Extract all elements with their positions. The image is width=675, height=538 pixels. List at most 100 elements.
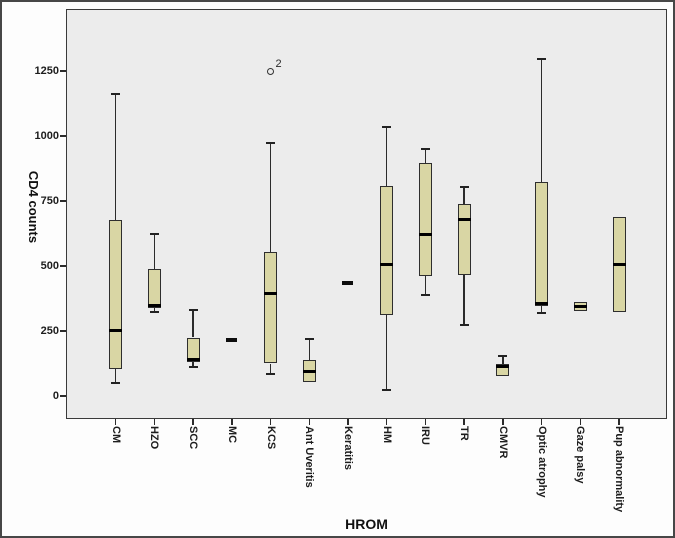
lower-whisker: [385, 314, 388, 390]
y-tick-mark: [60, 395, 66, 397]
x-tick-label: Gaze palsy: [574, 426, 587, 484]
lower-whisker: [269, 363, 272, 374]
lower-whisker-cap: [149, 310, 159, 313]
lower-whisker: [463, 275, 465, 325]
x-tick-label: Keratitis: [341, 426, 354, 471]
y-axis-title: CD4 counts: [26, 170, 41, 244]
median-line: [109, 328, 123, 332]
upper-whisker-cap: [382, 125, 392, 128]
upper-whisker-cap: [188, 309, 198, 312]
x-tick-mark: [424, 419, 427, 425]
iqr-box: [380, 186, 394, 315]
median-dash: [226, 338, 238, 342]
x-tick-label: MC: [225, 426, 238, 444]
x-tick-label: HM: [380, 426, 393, 444]
lower-whisker-cap: [537, 311, 547, 314]
outlier-marker: [267, 67, 275, 75]
y-tick-label: 750: [40, 195, 59, 207]
iqr-box: [186, 337, 200, 363]
upper-whisker: [114, 94, 117, 221]
upper-whisker-cap: [420, 148, 430, 150]
median-line: [380, 262, 394, 266]
upper-whisker-cap: [111, 93, 121, 96]
median-line: [612, 263, 626, 267]
x-axis-title: HROM: [345, 516, 388, 532]
x-tick-label: CM: [109, 426, 122, 444]
y-tick-mark: [60, 200, 66, 202]
x-tick-mark: [192, 419, 194, 425]
lower-whisker-cap: [420, 293, 430, 296]
upper-whisker: [424, 149, 427, 164]
y-tick-label: 500: [40, 260, 59, 272]
x-tick-mark: [579, 419, 582, 425]
iqr-box: [535, 182, 549, 307]
median-line: [186, 358, 200, 362]
upper-whisker: [385, 126, 388, 187]
upper-whisker: [192, 310, 194, 338]
lower-whisker-cap: [188, 366, 198, 369]
outlier-case-label: 2: [275, 58, 282, 70]
iqr-box: [457, 203, 471, 276]
x-tick-mark: [385, 419, 388, 425]
upper-whisker-cap: [498, 354, 508, 357]
y-tick-label: 250: [40, 325, 59, 337]
y-tick-mark: [60, 70, 66, 72]
lower-whisker: [540, 306, 543, 313]
upper-whisker: [502, 355, 504, 365]
y-tick-label: 1250: [34, 65, 59, 77]
x-tick-mark: [269, 419, 272, 425]
x-tick-mark: [618, 419, 620, 425]
x-tick-mark: [231, 419, 233, 425]
y-tick-mark: [60, 135, 66, 137]
median-line: [302, 369, 316, 373]
iqr-box: [418, 163, 432, 277]
plot-area: [66, 9, 667, 419]
x-tick-mark: [540, 419, 543, 425]
x-tick-label: Ant Uveritis: [303, 426, 316, 488]
y-tick-mark: [60, 265, 66, 267]
x-tick-mark: [502, 419, 504, 425]
lower-whisker: [424, 276, 427, 295]
lower-whisker-cap: [111, 382, 121, 384]
x-tick-label: Pup abnormality: [613, 426, 626, 513]
iqr-box: [109, 220, 123, 369]
upper-whisker: [540, 59, 543, 183]
upper-whisker-cap: [304, 337, 314, 340]
upper-whisker: [269, 142, 272, 252]
upper-whisker: [308, 338, 310, 360]
x-tick-label: CMVR: [496, 426, 509, 459]
x-tick-label: HZO: [148, 426, 161, 450]
upper-whisker-cap: [266, 141, 276, 144]
upper-whisker: [153, 233, 156, 269]
upper-whisker-cap: [537, 58, 547, 61]
median-line: [573, 305, 587, 309]
median-line: [418, 232, 432, 236]
y-tick-label: 0: [52, 390, 59, 402]
lower-whisker-cap: [382, 388, 392, 391]
lower-whisker: [153, 307, 156, 312]
lower-whisker-cap: [459, 323, 469, 326]
median-line: [264, 291, 278, 295]
median-dash: [342, 281, 354, 285]
x-tick-label: SCC: [187, 426, 200, 450]
x-tick-label: IRU: [419, 426, 432, 445]
upper-whisker-cap: [149, 232, 159, 235]
x-tick-label: KCS: [264, 426, 277, 450]
lower-whisker: [114, 368, 117, 383]
upper-whisker-cap: [459, 185, 469, 188]
iqr-box: [264, 251, 278, 364]
y-tick-mark: [60, 330, 66, 332]
iqr-box: [147, 268, 161, 308]
y-tick-label: 1000: [34, 130, 59, 142]
lower-whisker-cap: [266, 372, 276, 375]
upper-whisker: [463, 186, 465, 204]
x-tick-mark: [114, 419, 117, 425]
median-line: [496, 364, 510, 368]
lower-whisker: [192, 362, 194, 368]
median-line: [147, 304, 161, 308]
x-tick-label: TR: [458, 426, 471, 441]
x-tick-mark: [463, 419, 465, 425]
x-tick-mark: [153, 419, 156, 425]
x-tick-label: Optic atrophy: [535, 426, 548, 498]
median-line: [535, 302, 549, 306]
